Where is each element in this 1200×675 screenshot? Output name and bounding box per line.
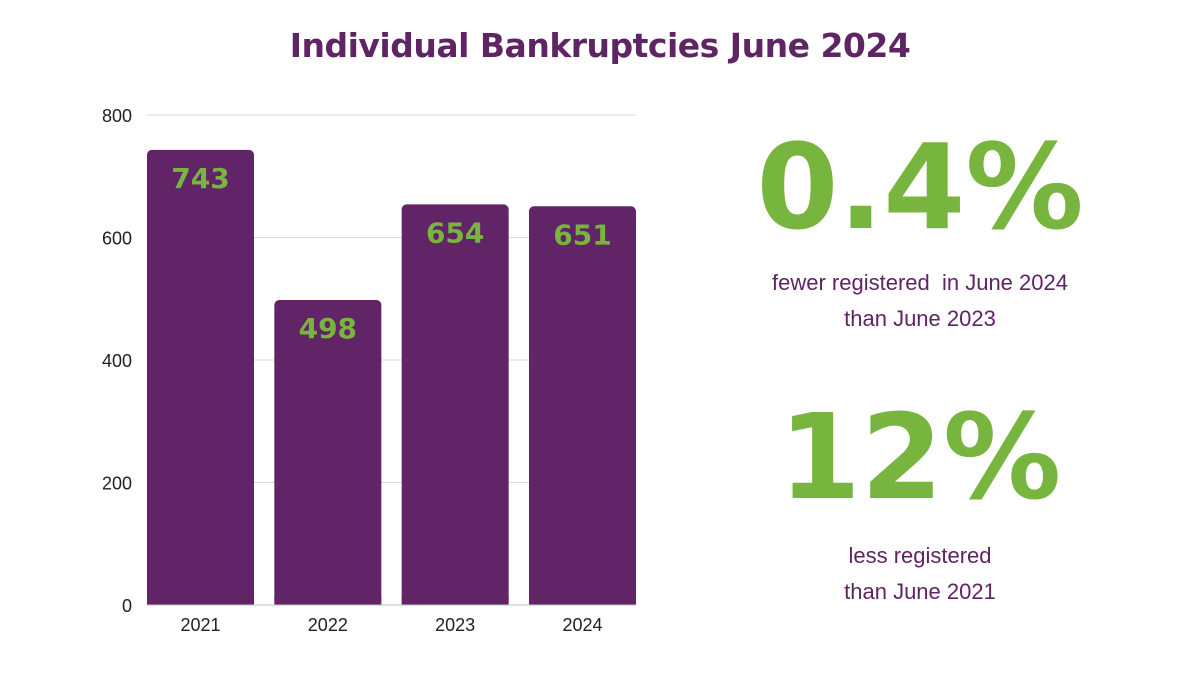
bar-2024 [529,206,636,605]
data-label: 743 [171,162,229,195]
x-tick-label: 2024 [562,615,602,635]
bar-base [147,597,254,605]
bars: 743 498 654 651 [147,149,636,606]
y-tick-label: 0 [122,596,132,616]
bar-2023 [401,204,509,606]
caption-line: than June 2023 [844,306,996,331]
caption-line: fewer registered in June 2024 [772,270,1068,295]
bar-base [401,597,509,605]
x-axis: 2021 2022 2023 2024 [147,604,636,635]
data-label: 654 [426,216,484,249]
x-tick-label: 2022 [308,615,348,635]
caption-line: than June 2021 [844,579,996,604]
caption-line: less registered [848,543,992,568]
bar-2022 [274,299,382,605]
stat-caption-less: less registered than June 2021 [740,538,1100,610]
y-axis: 0 200 400 600 800 [102,106,132,616]
chart-title: Individual Bankruptcies June 2024 [289,26,911,65]
data-label: 651 [553,218,611,251]
data-label: 498 [299,312,357,345]
stat-value-less: 12% [778,388,1062,526]
bar-base [274,597,382,605]
y-tick-label: 400 [102,351,132,371]
y-tick-label: 200 [102,474,132,494]
stat-caption-decrease: fewer registered in June 2024 than June … [720,265,1120,337]
y-tick-label: 600 [102,229,132,249]
x-tick-label: 2021 [180,615,220,635]
y-tick-label: 800 [102,106,132,126]
stat-value-decrease: 0.4% [756,118,1084,256]
bar-base [529,597,636,605]
bar-2021 [147,149,254,605]
x-tick-label: 2023 [435,615,475,635]
